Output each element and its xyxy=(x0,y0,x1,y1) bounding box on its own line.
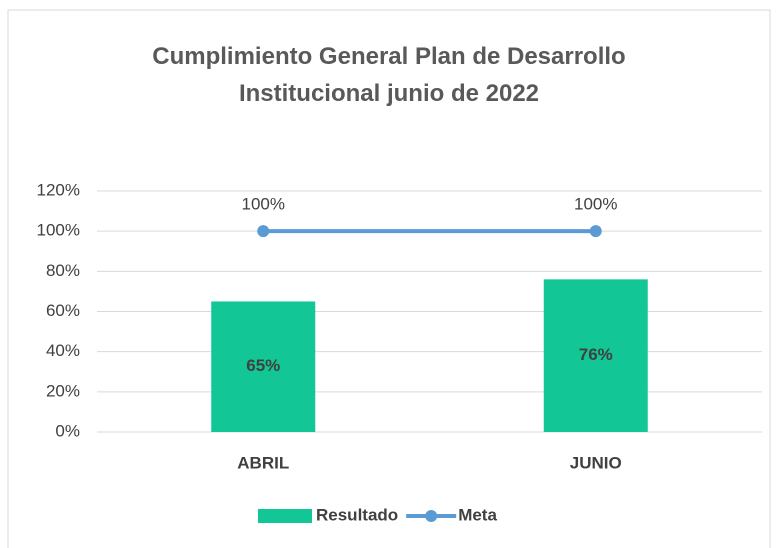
x-tick-label: JUNIO xyxy=(570,453,622,472)
chart-title: Cumplimiento General Plan de Desarrollo … xyxy=(152,43,626,107)
x-tick-label: ABRIL xyxy=(237,453,289,472)
bar xyxy=(543,279,648,432)
marker xyxy=(257,225,270,238)
y-tick-label: 40% xyxy=(46,341,80,360)
y-tick-label: 120% xyxy=(37,180,80,199)
data-label: 76% xyxy=(579,345,613,364)
legend-label: Resultado xyxy=(316,505,398,524)
y-tick-label: 20% xyxy=(46,381,80,400)
legend-label: Meta xyxy=(458,505,497,524)
legend-marker xyxy=(425,510,438,522)
data-label: 100% xyxy=(242,195,285,214)
marker xyxy=(589,225,602,238)
y-tick-label: 80% xyxy=(46,261,80,280)
legend-swatch xyxy=(258,509,312,523)
y-tick-label: 100% xyxy=(37,221,80,240)
chart-border xyxy=(7,9,771,548)
data-label: 65% xyxy=(246,356,280,375)
y-tick-label: 60% xyxy=(46,301,80,320)
bar xyxy=(211,301,316,432)
data-label: 100% xyxy=(574,195,617,214)
y-tick-label: 0% xyxy=(55,421,80,440)
